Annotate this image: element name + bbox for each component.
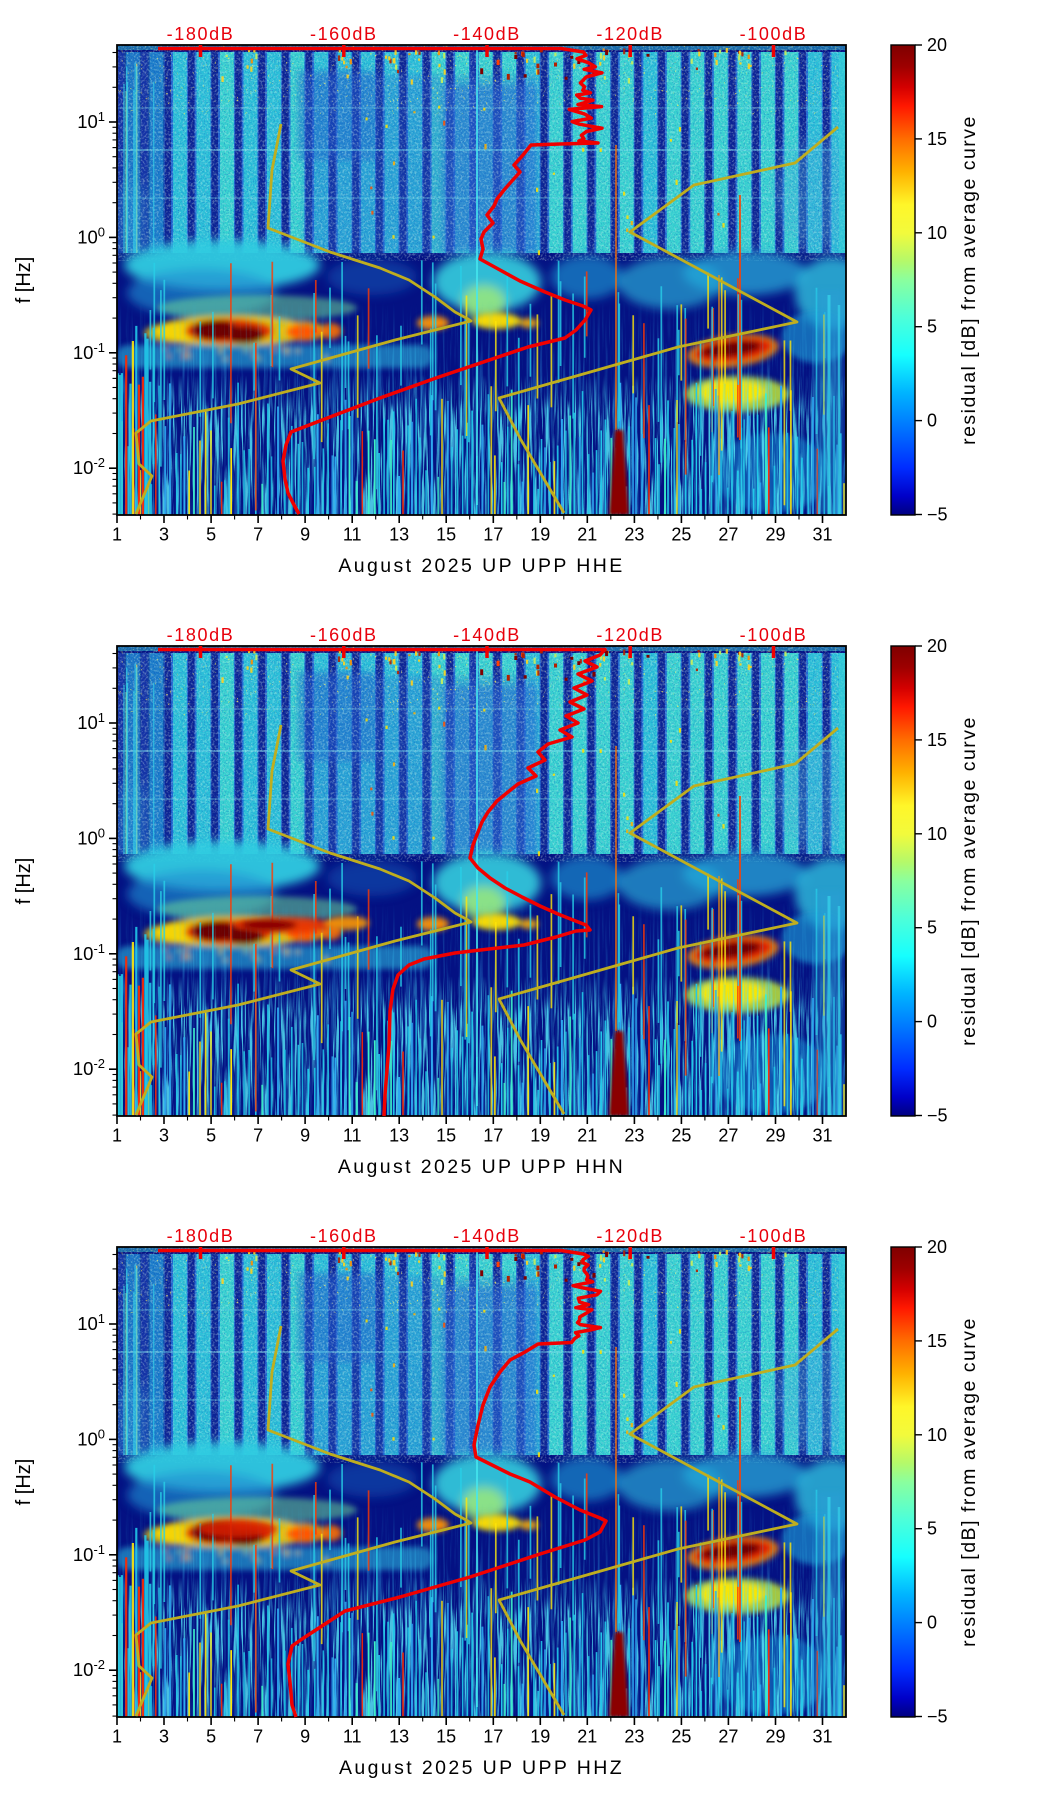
svg-text:August 2025 UP UPP HHZ: August 2025 UP UPP HHZ xyxy=(339,1757,624,1779)
svg-text:August 2025 UP UPP HHE: August 2025 UP UPP HHE xyxy=(338,555,624,577)
svg-text:August 2025 UP UPP HHN: August 2025 UP UPP HHN xyxy=(338,1156,625,1178)
